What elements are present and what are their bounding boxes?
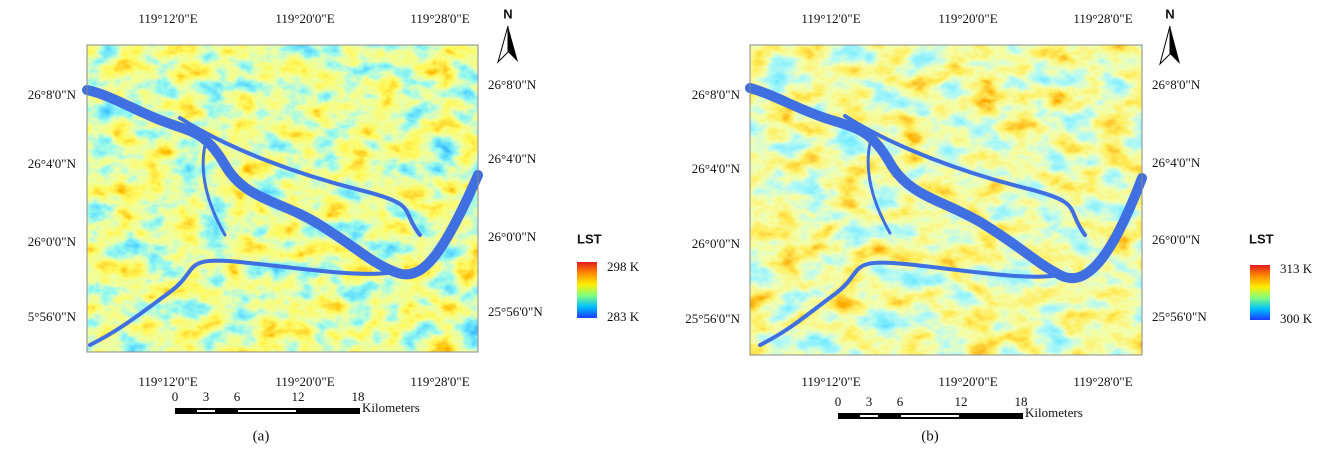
right-tick: 26°4'0"N [488, 151, 537, 166]
bottom-tick: 119°28'0"E [410, 374, 469, 389]
north-arrow: N [1159, 6, 1180, 66]
right-tick: 26°0'0"N [488, 229, 537, 244]
bottom-tick: 119°28'0"E [1073, 374, 1132, 389]
bottom-tick: 119°20'0"E [275, 374, 334, 389]
left-tick: 26°0'0"N [692, 236, 741, 251]
scale-tick: 0 [172, 389, 179, 404]
left-tick: 26°0'0"N [28, 234, 77, 249]
legend-title: LST [577, 231, 602, 246]
legend-min: 283 K [607, 309, 640, 324]
scale-tick: 0 [835, 394, 842, 409]
legend-max: 298 K [607, 259, 640, 274]
scale-bar: 0 3 6 12 18 Kilometers [835, 394, 1083, 420]
top-tick: 119°20'0"E [275, 11, 334, 26]
lst-raster [87, 45, 478, 352]
scale-tick: 18 [352, 389, 365, 404]
left-tick: 5°56'0"N [28, 309, 77, 324]
right-tick: 26°0'0"N [1152, 232, 1201, 247]
north-arrow: N [497, 6, 518, 64]
top-tick: 119°12'0"E [138, 11, 197, 26]
north-label: N [503, 6, 512, 21]
left-tick: 26°8'0"N [692, 87, 741, 102]
bottom-tick: 119°12'0"E [138, 374, 197, 389]
scale-tick: 6 [234, 389, 241, 404]
top-tick: 119°28'0"E [1073, 11, 1132, 26]
scale-tick: 3 [866, 394, 873, 409]
panel-label: (a) [253, 428, 270, 444]
bottom-tick: 119°20'0"E [938, 374, 997, 389]
legend-min: 300 K [1280, 311, 1313, 326]
scale-bar: 0 3 6 12 18 Kilometers [172, 389, 420, 415]
bottom-tick: 119°12'0"E [801, 374, 860, 389]
scale-tick: 6 [897, 394, 904, 409]
river [82, 85, 483, 347]
left-tick: 26°4'0"N [28, 156, 77, 171]
scale-tick: 18 [1015, 394, 1028, 409]
panel-b: 119°12'0"E 119°20'0"E 119°28'0"E 119°12'… [685, 6, 1313, 444]
right-tick: 26°8'0"N [1152, 77, 1201, 92]
right-tick: 26°4'0"N [1152, 155, 1201, 170]
legend-title: LST [1249, 231, 1274, 246]
left-tick: 26°8'0"N [28, 87, 77, 102]
top-tick: 119°28'0"E [410, 11, 469, 26]
scale-tick: 12 [292, 389, 305, 404]
panel-a: 119°12'0"E 119°20'0"E 119°28'0"E 119°12'… [28, 6, 640, 444]
right-tick: 25°56'0"N [1152, 309, 1207, 324]
right-tick: 26°8'0"N [488, 77, 537, 92]
top-tick: 119°20'0"E [938, 11, 997, 26]
scale-tick: 3 [203, 389, 210, 404]
river [745, 83, 1147, 347]
map-frame [749, 44, 1143, 356]
top-tick: 119°12'0"E [801, 11, 860, 26]
north-label: N [1165, 6, 1174, 21]
color-ramp [577, 262, 597, 318]
legend-max: 313 K [1280, 261, 1313, 276]
right-tick: 25°56'0"N [488, 304, 543, 319]
color-ramp [1250, 265, 1270, 320]
left-tick: 26°4'0"N [692, 161, 741, 176]
map-frame [86, 44, 479, 353]
left-tick: 25°56'0"N [685, 311, 740, 326]
scale-unit: Kilometers [1025, 405, 1083, 420]
panel-label: (b) [921, 428, 939, 444]
scale-unit: Kilometers [362, 400, 420, 415]
scale-tick: 12 [955, 394, 968, 409]
